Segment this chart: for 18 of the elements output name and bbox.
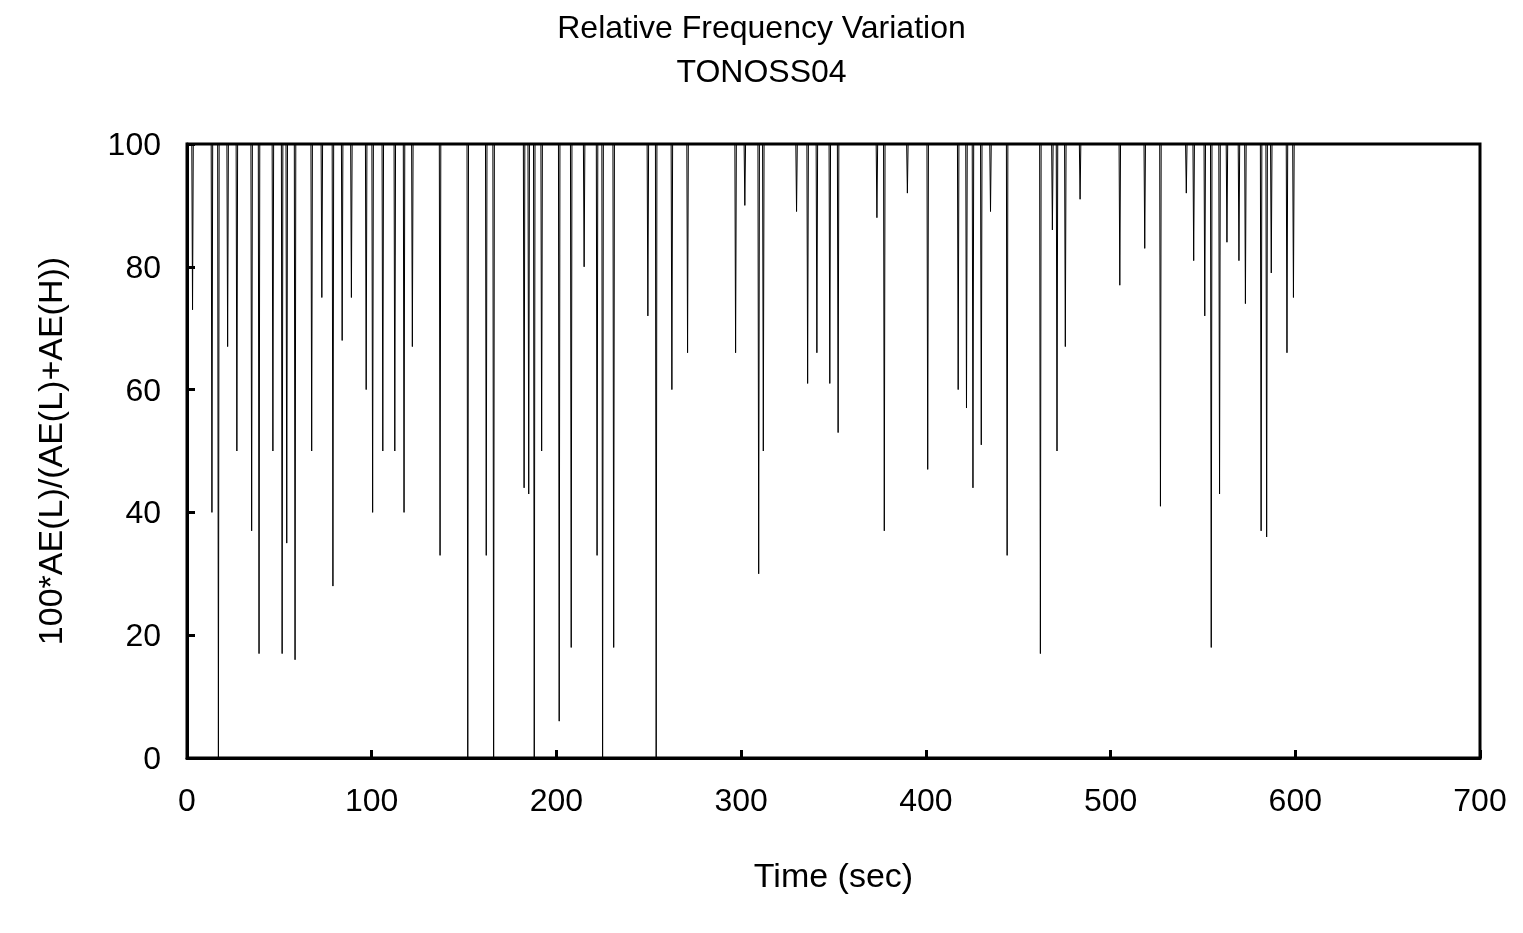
x-tick-label: 100 <box>345 782 399 818</box>
x-tick-label: 300 <box>714 782 768 818</box>
y-tick-label: 80 <box>125 248 161 285</box>
x-tick-label: 400 <box>899 782 953 818</box>
y-tick-label: 40 <box>125 494 161 531</box>
y-tick-label: 60 <box>125 371 161 408</box>
chart-subtitle: TONOSS04 <box>676 53 847 89</box>
x-tick-label: 700 <box>1453 782 1507 818</box>
x-tick-label: 600 <box>1268 782 1322 818</box>
x-axis-title: Time (sec) <box>753 856 914 894</box>
y-axis-title: 100*AE(L)/(AE(L)+AE(H)) <box>31 256 69 646</box>
x-tick-label: 200 <box>529 782 584 818</box>
y-tick-label: 0 <box>143 740 161 776</box>
y-tick-label: 100 <box>107 126 161 162</box>
chart-title: Relative Frequency Variation <box>557 9 966 45</box>
x-tick-label: 500 <box>1083 782 1138 818</box>
x-tick-label: 0 <box>178 782 196 818</box>
y-tick-label: 20 <box>125 617 161 654</box>
